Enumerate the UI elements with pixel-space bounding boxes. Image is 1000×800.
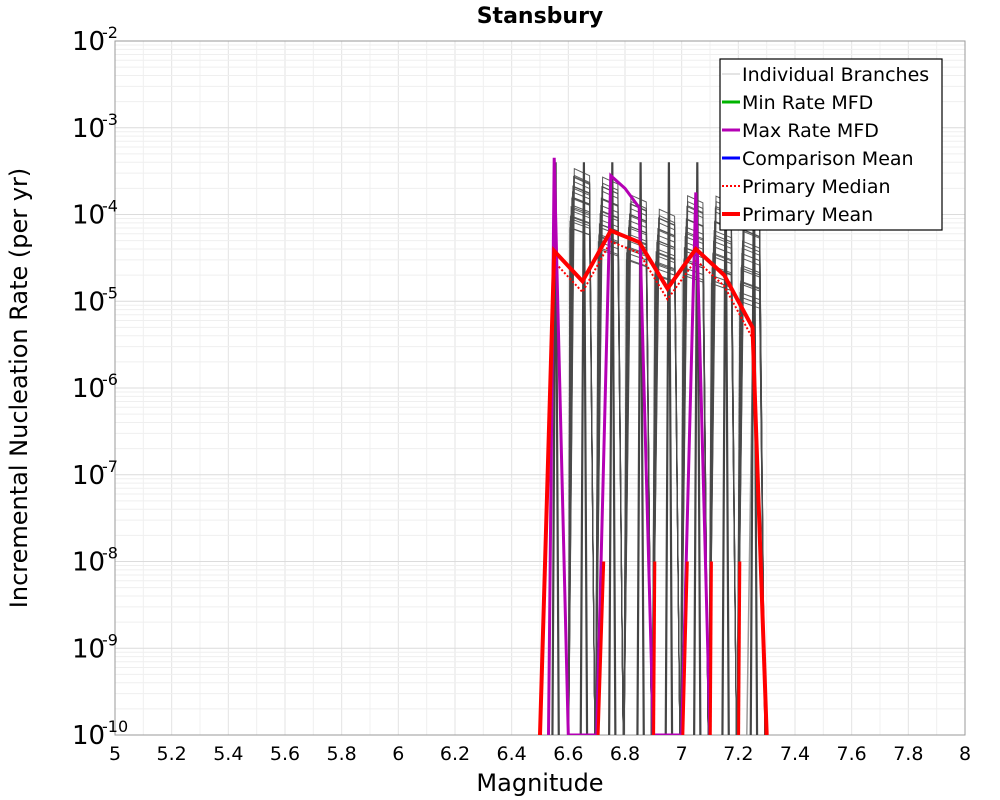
y-tick-exponent: -6 xyxy=(102,370,118,389)
x-tick-label: 6.8 xyxy=(610,743,640,765)
x-tick-label: 5.4 xyxy=(213,743,243,765)
y-axis-label: Incremental Nucleation Rate (per yr) xyxy=(5,168,33,608)
branch-spike xyxy=(579,162,589,735)
y-tick-exponent: -5 xyxy=(102,283,118,302)
x-tick-label: 6 xyxy=(392,743,404,765)
legend-label: Max Rate MFD xyxy=(742,120,879,142)
y-tick-label: 10 xyxy=(72,374,105,404)
series-primary-mean-leg xyxy=(737,561,742,735)
x-tick-label: 7.2 xyxy=(723,743,753,765)
axis-ticks: 5 5.2 5.4 5.6 5.8 6 6.2 6.4 6.6 6.8 7 7.2 7.4 7.6 7.8 8… xyxy=(72,23,971,765)
series-primary-mean-leg xyxy=(596,561,606,735)
y-tick-label: 10 xyxy=(72,27,105,57)
branch-spike xyxy=(636,162,645,735)
y-tick-label: 10 xyxy=(72,287,105,317)
legend-label: Individual Branches xyxy=(742,64,929,86)
legend-label: Comparison Mean xyxy=(742,148,914,170)
y-tick-exponent: -10 xyxy=(102,717,128,736)
x-tick-label: 7 xyxy=(676,743,688,765)
x-tick-label: 5.6 xyxy=(270,743,300,765)
y-tick-label: 10 xyxy=(72,548,105,578)
branch-spike xyxy=(608,162,617,735)
y-tick-exponent: -2 xyxy=(102,23,118,42)
x-tick-label: 5.8 xyxy=(327,743,357,765)
x-tick-label: 6.4 xyxy=(497,743,527,765)
y-tick-label: 10 xyxy=(72,201,105,231)
legend-box xyxy=(719,58,943,231)
y-tick-label: 10 xyxy=(72,114,105,144)
branch-spike xyxy=(693,162,702,735)
branch-spike xyxy=(664,162,674,735)
y-tick-label: 10 xyxy=(72,721,105,751)
x-tick-label: 7.4 xyxy=(780,743,810,765)
y-tick-exponent: -7 xyxy=(102,457,118,476)
series-primary-mean-leg xyxy=(652,561,657,735)
legend-label: Primary Mean xyxy=(742,204,873,226)
x-tick-label: 6.2 xyxy=(440,743,470,765)
legend-label: Primary Median xyxy=(742,176,891,198)
series-primary-mean xyxy=(538,228,769,735)
x-tick-label: 8 xyxy=(959,743,971,765)
series-primary-mean-leg xyxy=(681,561,689,735)
series-max-rate-mfd xyxy=(547,157,712,735)
x-tick-label: 7.6 xyxy=(837,743,867,765)
x-axis-label: Magnitude xyxy=(476,769,603,797)
branch-line xyxy=(568,174,766,735)
legend: Individual Branches Min Rate MFD Max Rate … xyxy=(719,58,943,231)
y-tick-label: 10 xyxy=(72,634,105,664)
x-tick-label: 5.2 xyxy=(157,743,187,765)
y-tick-exponent: -3 xyxy=(102,110,118,129)
y-tick-exponent: -8 xyxy=(102,544,118,563)
x-tick-label: 7.8 xyxy=(893,743,923,765)
series-primary-mean-leg xyxy=(708,561,713,735)
legend-label: Min Rate MFD xyxy=(742,92,873,114)
x-tick-label: 6.6 xyxy=(553,743,583,765)
y-tick-label: 10 xyxy=(72,461,105,491)
x-tick-label: 5 xyxy=(109,743,121,765)
chart-title: Stansbury xyxy=(477,4,604,29)
y-tick-exponent: -9 xyxy=(102,630,118,649)
y-tick-exponent: -4 xyxy=(102,197,118,216)
